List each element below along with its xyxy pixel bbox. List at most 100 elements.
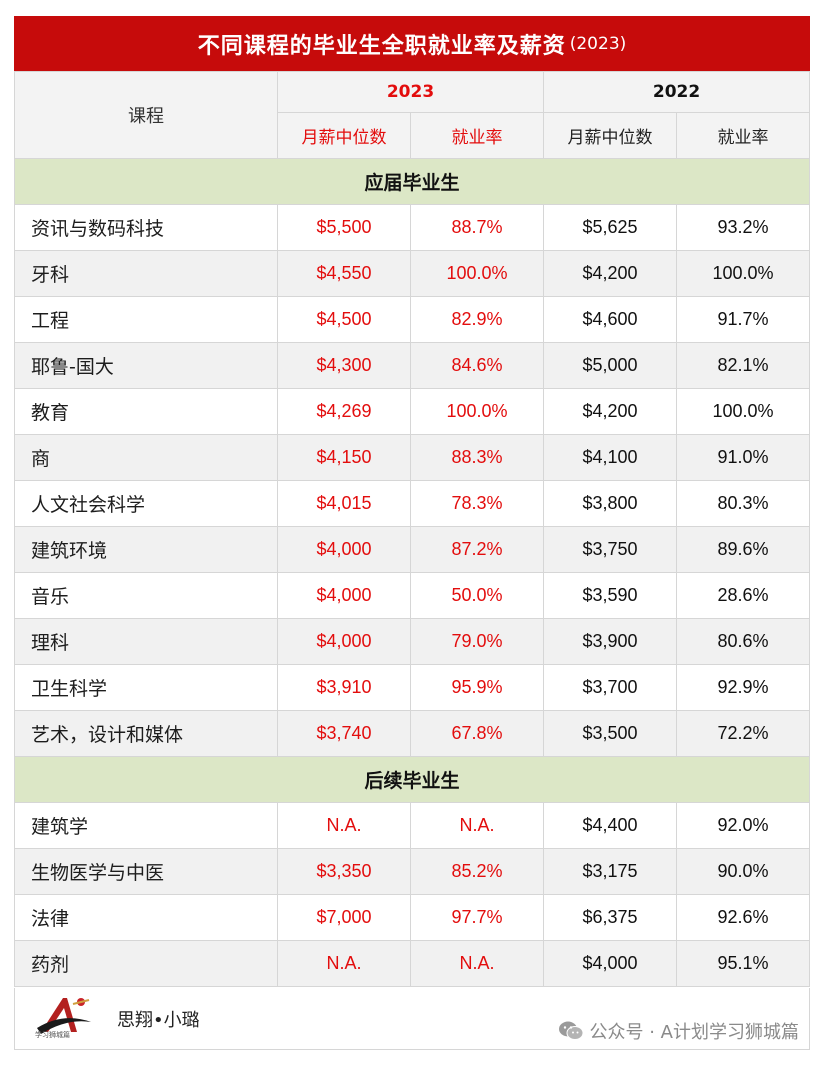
course-name-cell: 生物医学与中医 — [14, 848, 278, 895]
median-salary-2022-cell: $3,900 — [543, 618, 678, 665]
course-name-cell: 法律 — [14, 894, 278, 941]
median-salary-2022-cell: $3,590 — [543, 572, 678, 619]
employment-rate-2022-cell: 92.6% — [676, 894, 811, 941]
page-title: 不同课程的毕业生全职就业率及薪资 — [197, 33, 566, 59]
course-name-cell: 理科 — [14, 618, 278, 665]
employment-rate-2023-cell: 78.3% — [409, 480, 545, 527]
median-salary-2022-cell: $4,400 — [543, 802, 678, 849]
employment-rate-2023-cell: 85.2% — [409, 848, 545, 895]
employment-rate-2022-cell: 72.2% — [676, 710, 811, 757]
median-salary-2023-cell: $3,910 — [277, 664, 411, 711]
wechat-account: 公众号 · A计划学习狮城篇 — [558, 1018, 799, 1044]
employment-rate-2022-cell: 80.6% — [676, 618, 811, 665]
course-column-header: 课程 — [14, 71, 278, 159]
employment-rate-2023-cell: 88.7% — [409, 204, 545, 251]
employment-rate-2023-cell: 100.0% — [409, 250, 545, 297]
median-salary-2023-cell: $4,000 — [277, 618, 411, 665]
median-salary-2022-cell: $5,625 — [543, 204, 678, 251]
header-sub-row: 月薪中位数 就业率 月薪中位数 就业率 — [15, 112, 811, 159]
median-salary-header-2023: 月薪中位数 — [277, 112, 411, 159]
course-name-cell: 资讯与数码科技 — [14, 204, 278, 251]
table-row: 药剂 N.A. N.A. $4,000 95.1% — [14, 940, 811, 987]
employment-rate-2022-cell: 93.2% — [676, 204, 811, 251]
table-row: 理科 $4,000 79.0% $3,900 80.6% — [14, 618, 811, 665]
median-salary-2022-cell: $5,000 — [543, 342, 678, 389]
course-name-cell: 商 — [14, 434, 278, 481]
table-row: 牙科 $4,550 100.0% $4,200 100.0% — [14, 250, 811, 297]
median-salary-2022-cell: $3,700 — [543, 664, 678, 711]
median-salary-2023-cell: $4,000 — [277, 572, 411, 619]
course-name-cell: 工程 — [14, 296, 278, 343]
employment-rate-2023-cell: 100.0% — [409, 388, 545, 435]
table-body: 课程 2023 2022 月薪中位数 就业率 月薪中位数 就业率 应届毕业生 资讯… — [13, 71, 811, 987]
employment-rate-2022-cell: 90.0% — [676, 848, 811, 895]
table-row: 教育 $4,269 100.0% $4,200 100.0% — [14, 388, 811, 435]
header-year-row: 课程 2023 2022 — [14, 71, 811, 159]
salary-table-sheet: 不同课程的毕业生全职就业率及薪资 (2023) 课程 2023 2022 月薪中… — [13, 16, 811, 987]
table-row: 艺术，设计和媒体 $3,740 67.8% $3,500 72.2% — [14, 710, 811, 757]
course-name-cell: 艺术，设计和媒体 — [14, 710, 278, 757]
section-title: 后续毕业生 — [13, 756, 811, 803]
employment-rate-2022-cell: 91.7% — [676, 296, 811, 343]
employment-rate-2023-cell: 67.8% — [409, 710, 545, 757]
median-salary-2023-cell: $4,300 — [277, 342, 411, 389]
median-salary-2023-cell: N.A. — [277, 940, 411, 987]
median-salary-2022-cell: $3,500 — [543, 710, 678, 757]
employment-rate-2022-cell: 80.3% — [676, 480, 811, 527]
median-salary-2022-cell: $6,375 — [543, 894, 678, 941]
author-signature: 思翔•小璐 — [117, 1010, 200, 1031]
employment-rate-header-2022: 就业率 — [676, 112, 811, 159]
table-row: 资讯与数码科技 $5,500 88.7% $5,625 93.2% — [14, 204, 811, 251]
table-row: 生物医学与中医 $3,350 85.2% $3,175 90.0% — [14, 848, 811, 895]
median-salary-2023-cell: $7,000 — [277, 894, 411, 941]
table-row: 建筑环境 $4,000 87.2% $3,750 89.6% — [14, 526, 811, 573]
median-salary-2023-cell: $3,350 — [277, 848, 411, 895]
median-salary-2023-cell: $4,269 — [277, 388, 411, 435]
median-salary-2023-cell: $3,740 — [277, 710, 411, 757]
employment-rate-2023-cell: N.A. — [409, 940, 545, 987]
employment-rate-2023-cell: 87.2% — [409, 526, 545, 573]
table-row: 人文社会科学 $4,015 78.3% $3,800 80.3% — [14, 480, 811, 527]
title-bar: 不同课程的毕业生全职就业率及薪资 (2023) — [14, 16, 810, 71]
table-row: 音乐 $4,000 50.0% $3,590 28.6% — [14, 572, 811, 619]
median-salary-2023-cell: $4,550 — [277, 250, 411, 297]
employment-rate-2022-cell: 82.1% — [676, 342, 811, 389]
course-name-cell: 卫生科学 — [14, 664, 278, 711]
median-salary-2023-cell: $4,000 — [277, 526, 411, 573]
employment-rate-2022-cell: 95.1% — [676, 940, 811, 987]
course-name-cell: 建筑环境 — [14, 526, 278, 573]
logo-caption: 学习狮城篇 — [35, 1031, 70, 1039]
employment-rate-2023-cell: 97.7% — [409, 894, 545, 941]
median-salary-2022-cell: $4,600 — [543, 296, 678, 343]
median-salary-2022-cell: $3,800 — [543, 480, 678, 527]
employment-rate-2023-cell: 88.3% — [409, 434, 545, 481]
table-row: 耶鲁-国大 $4,300 84.6% $5,000 82.1% — [14, 342, 811, 389]
course-name-cell: 药剂 — [14, 940, 278, 987]
employment-rate-2023-cell: 95.9% — [409, 664, 545, 711]
employment-rate-2023-cell: 50.0% — [409, 572, 545, 619]
employment-rate-header-2023: 就业率 — [409, 112, 545, 159]
footer: 学习狮城篇 思翔•小璐 公众号 · A计划学习狮城篇 — [14, 988, 810, 1050]
title-year: (2023) — [569, 33, 627, 54]
wechat-label: 公众号 · A计划学习狮城篇 — [589, 1022, 799, 1043]
year-header-2022: 2022 — [543, 71, 811, 113]
data-table: 课程 2023 2022 月薪中位数 就业率 月薪中位数 就业率 应届毕业生 资讯… — [13, 71, 811, 987]
median-salary-2022-cell: $4,200 — [543, 250, 678, 297]
employment-rate-2022-cell: 91.0% — [676, 434, 811, 481]
section-header-row: 后续毕业生 — [13, 756, 811, 803]
median-salary-2022-cell: $3,175 — [543, 848, 678, 895]
course-name-cell: 人文社会科学 — [14, 480, 278, 527]
year-header-2023: 2023 — [276, 71, 545, 113]
table-row: 商 $4,150 88.3% $4,100 91.0% — [14, 434, 811, 481]
employment-rate-2022-cell: 92.9% — [676, 664, 811, 711]
course-name-cell: 音乐 — [14, 572, 278, 619]
median-salary-2022-cell: $3,750 — [543, 526, 678, 573]
a-plan-logo-icon — [33, 994, 103, 1044]
course-name-cell: 教育 — [14, 388, 278, 435]
table-row: 卫生科学 $3,910 95.9% $3,700 92.9% — [14, 664, 811, 711]
section-header-row: 应届毕业生 — [13, 158, 811, 205]
section-title: 应届毕业生 — [13, 158, 811, 205]
employment-rate-2022-cell: 92.0% — [676, 802, 811, 849]
course-name-cell: 耶鲁-国大 — [14, 342, 278, 389]
table-row: 法律 $7,000 97.7% $6,375 92.6% — [14, 894, 811, 941]
